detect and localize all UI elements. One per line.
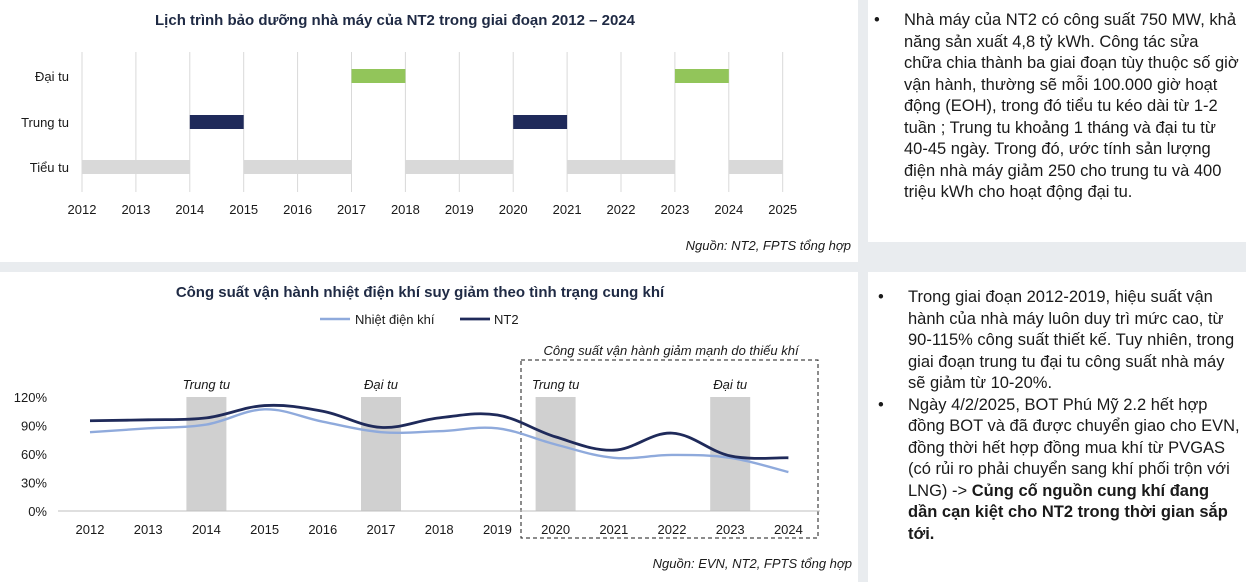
x-tick-label: 2013	[121, 202, 150, 217]
x-tick-label: 2016	[308, 522, 337, 537]
nhiet-dien-khi-line	[89, 408, 789, 474]
x-tick-label: 2016	[283, 202, 312, 217]
x-tick-label: 2014	[175, 202, 204, 217]
x-tick-label: 2012	[68, 202, 97, 217]
schedule-bar	[513, 115, 568, 129]
note-item: • Nhà máy của NT2 có công suất 750 MW, kh…	[868, 10, 1240, 204]
maintenance-band	[361, 397, 401, 511]
schedule-bar	[189, 115, 244, 129]
chart-title: Công suất vận hành nhiệt điện khí suy gi…	[176, 284, 665, 301]
row-label: Tiểu tu	[30, 160, 69, 175]
notes-top-panel: • Nhà máy của NT2 có công suất 750 MW, kh…	[868, 0, 1246, 242]
schedule-bar	[405, 160, 514, 174]
x-tick-label: 2024	[774, 522, 803, 537]
notes-bottom-panel: • Trong giai đoạn 2012-2019, hiệu suất vậ…	[868, 272, 1246, 582]
x-tick-label: 2019	[445, 202, 474, 217]
source-note: Nguồn: NT2, FPTS tổng hợp	[686, 238, 851, 253]
x-tick-label: 2013	[134, 522, 163, 537]
note-item: • Trong giai đoạn 2012-2019, hiệu suất vậ…	[872, 287, 1242, 395]
bullet-icon: •	[874, 11, 880, 29]
x-tick-label: 2017	[337, 202, 366, 217]
maintenance-label: Trung tu	[532, 377, 579, 392]
x-tick-label: 2019	[483, 522, 512, 537]
note-text: Trong giai đoạn 2012-2019, hiệu suất vận…	[908, 288, 1235, 392]
x-tick-label: 2020	[499, 202, 528, 217]
note-text-bold: Củng cố nguồn cung khí đang dần cạn kiệt…	[908, 481, 1228, 543]
chart-title: Lịch trình bảo dưỡng nhà máy của NT2 tro…	[155, 12, 636, 29]
note-text: Ngày 4/2/2025, BOT Phú Mỹ 2.2 hết hợp đồ…	[908, 395, 1240, 500]
notes-top-list: • Nhà máy của NT2 có công suất 750 MW, kh…	[868, 10, 1240, 204]
schedule-bar	[567, 160, 675, 174]
x-tick-label: 2014	[192, 522, 221, 537]
notes-bottom-list: • Trong giai đoạn 2012-2019, hiệu suất vậ…	[872, 287, 1242, 545]
x-tick-label: 2024	[714, 202, 743, 217]
y-tick-label: 90%	[21, 419, 47, 434]
x-tick-label: 2020	[541, 522, 570, 537]
row-label: Trung tu	[21, 115, 69, 130]
x-tick-label: 2018	[391, 202, 420, 217]
maintenance-band	[535, 397, 576, 511]
schedule-bar	[728, 160, 783, 174]
x-tick-label: 2022	[658, 522, 687, 537]
x-tick-label: 2021	[553, 202, 582, 217]
x-tick-label: 2025	[768, 202, 797, 217]
shortage-box-label: Công suất vận hành giảm mạnh do thiếu kh…	[543, 343, 800, 358]
x-tick-label: 2015	[229, 202, 258, 217]
source-note: Nguồn: EVN, NT2, FPTS tổng hợp	[653, 556, 852, 571]
y-tick-label: 60%	[21, 447, 47, 462]
x-tick-label: 2017	[367, 522, 396, 537]
y-tick-label: 120%	[14, 390, 48, 405]
note-text: Nhà máy của NT2 có công suất 750 MW, khả…	[904, 11, 1239, 201]
legend: Nhiệt điện khí NT2	[320, 312, 519, 327]
capacity-chart-panel: Công suất vận hành nhiệt điện khí suy gi…	[0, 272, 858, 582]
x-tick-label: 2012	[76, 522, 105, 537]
maintenance-band	[710, 397, 751, 511]
bullet-icon: •	[878, 395, 884, 414]
schedule-bar	[82, 160, 190, 174]
y-tick-label: 0%	[28, 504, 47, 519]
row-label: Đại tu	[35, 69, 69, 84]
nt2-line	[89, 403, 789, 460]
maintenance-label: Đại tu	[364, 377, 398, 392]
schedule-bar	[351, 69, 406, 83]
x-tick-label: 2018	[425, 522, 454, 537]
note-item: • Ngày 4/2/2025, BOT Phú Mỹ 2.2 hết hợp đ…	[872, 395, 1242, 546]
legend-label: NT2	[494, 312, 519, 327]
capacity-line-chart: Công suất vận hành nhiệt điện khí suy gi…	[14, 284, 852, 571]
schedule-bar	[674, 69, 729, 83]
maintenance-label: Đại tu	[713, 377, 747, 392]
schedule-bar	[243, 160, 352, 174]
bullet-icon: •	[878, 288, 884, 306]
maintenance-schedule-panel: Lịch trình bảo dưỡng nhà máy của NT2 tro…	[0, 0, 858, 262]
x-tick-label: 2022	[607, 202, 636, 217]
x-tick-label: 2023	[660, 202, 689, 217]
y-tick-label: 30%	[21, 476, 47, 491]
x-tick-label: 2015	[250, 522, 279, 537]
shortage-highlight-box	[520, 359, 819, 539]
x-tick-label: 2023	[716, 522, 745, 537]
legend-label: Nhiệt điện khí	[355, 312, 435, 327]
maintenance-schedule-chart: Lịch trình bảo dưỡng nhà máy của NT2 tro…	[21, 12, 851, 253]
x-tick-label: 2021	[599, 522, 628, 537]
maintenance-label: Trung tu	[183, 377, 230, 392]
